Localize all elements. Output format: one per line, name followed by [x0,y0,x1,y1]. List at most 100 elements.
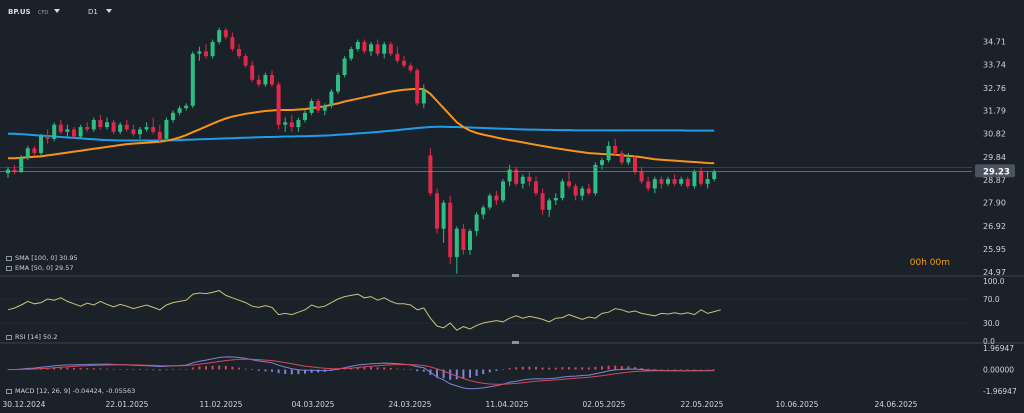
macd-histogram-bar [284,369,287,374]
candle-body [32,148,37,154]
candle-body [105,122,109,128]
macd-histogram-bar [667,369,669,370]
candle-body [177,108,182,113]
candle-body [408,65,413,71]
macd-histogram-bar [713,369,716,370]
macd-histogram-bar [614,365,617,370]
macd-histogram-bar [66,367,69,370]
candle-body [309,101,314,113]
macd-histogram-bar [376,367,379,370]
candle-body [712,171,717,180]
macd-histogram-bar [79,368,82,370]
candle-body [138,129,142,135]
candle-body [85,127,90,130]
rsi-tick-label: 30.0 [983,319,1000,328]
candle-body [131,129,136,135]
candle-body [421,89,426,104]
date-tick-label: 11.02.2025 [200,400,243,409]
candle-body [144,127,149,130]
macd-histogram-bar [99,368,102,370]
candle-body [197,51,202,54]
macd-histogram-bar [53,367,56,370]
macd-histogram-bar [205,366,207,370]
date-tick-label: 24.06.2025 [875,400,918,409]
macd-histogram-bar [218,365,221,370]
macd-histogram-bar [508,367,511,370]
date-tick-label: 04.03.2025 [292,400,335,409]
indicator-settings-icon[interactable] [6,334,12,340]
macd-histogram-bar [568,367,570,370]
macd-histogram-bar [660,369,663,370]
candle-body [652,179,657,189]
candle-body [560,181,565,198]
sma-line [8,125,715,142]
rsi-line [7,290,721,331]
candle-body [157,131,162,139]
macd-legend[interactable]: MACD [12, 26, 9] -0.04424, -0.05563 [6,387,135,395]
candle-body [72,129,76,137]
macd-histogram-bar [442,369,445,379]
candle-body [223,30,228,38]
candle-body [362,41,367,52]
price-tick-label: 27.90 [983,199,1006,208]
price-tick-label: 34.71 [983,38,1006,47]
candle-body [329,91,334,106]
date-tick-label: 11.04.2025 [486,400,529,409]
candle-body [316,101,321,111]
macd-histogram-bar [455,369,458,380]
candle-body [164,119,169,139]
candle-body [124,124,129,130]
rsi-tick-label: 0.0 [983,337,995,346]
macd-histogram-bar [297,369,300,375]
rsi-legend[interactable]: RSI [14] 50.2 [6,333,58,341]
candle-body [448,202,453,258]
sma-legend[interactable]: SMA [100, 0] 30.95 [6,254,78,262]
candle-body [468,231,472,251]
candle-body [501,181,505,201]
macd-histogram-bar [178,369,181,370]
timeframe-dropdown-icon[interactable] [106,9,112,13]
macd-tick-label: 1.96947 [983,344,1014,353]
indicator-settings-icon[interactable] [6,265,12,271]
candle-body [619,153,624,163]
macd-histogram-bar [627,366,630,370]
macd-histogram-bar [132,369,135,370]
indicator-settings-icon[interactable] [6,388,12,394]
macd-tick-label: -1.96947 [983,387,1017,396]
candle-body [243,56,248,66]
macd-histogram-bar [587,367,590,370]
panel-resize-handle[interactable] [512,274,519,277]
macd-histogram-bar [238,367,240,370]
panel-resize-handle[interactable] [512,341,519,344]
macd-histogram-bar [574,367,577,370]
macd-histogram-bar [502,369,504,370]
timeframe-label[interactable]: D1 [88,8,98,16]
symbol-dropdown-icon[interactable] [54,9,60,13]
macd-histogram-bar [370,366,372,370]
macd-histogram-bar [601,366,603,370]
ema-legend[interactable]: EMA [50, 0] 29.57 [6,264,74,272]
candle-body [184,105,189,109]
macd-histogram-bar [224,365,227,370]
macd-histogram-bar [106,368,108,370]
symbol-label[interactable]: BP.US [8,8,31,16]
date-tick-label: 24.03.2025 [389,400,432,409]
candle-body [507,169,512,182]
macd-histogram-bar [119,369,122,370]
macd-histogram-bar [462,369,465,380]
macd-histogram-bar [554,367,557,370]
macd-tick-label: 0.00000 [983,366,1014,375]
candle-body [435,193,439,229]
macd-histogram-bar [350,367,353,370]
candle-body [474,214,479,232]
macd-histogram-bar [700,369,702,370]
candle-body [705,179,710,184]
candle-body [494,195,499,201]
macd-histogram-bar [304,369,306,374]
macd-histogram-bar [271,369,273,372]
candle-body [91,119,96,130]
indicator-settings-icon[interactable] [6,255,12,261]
candle-body [322,105,327,111]
candle-body [12,169,17,172]
macd-histogram-bar [185,368,188,370]
